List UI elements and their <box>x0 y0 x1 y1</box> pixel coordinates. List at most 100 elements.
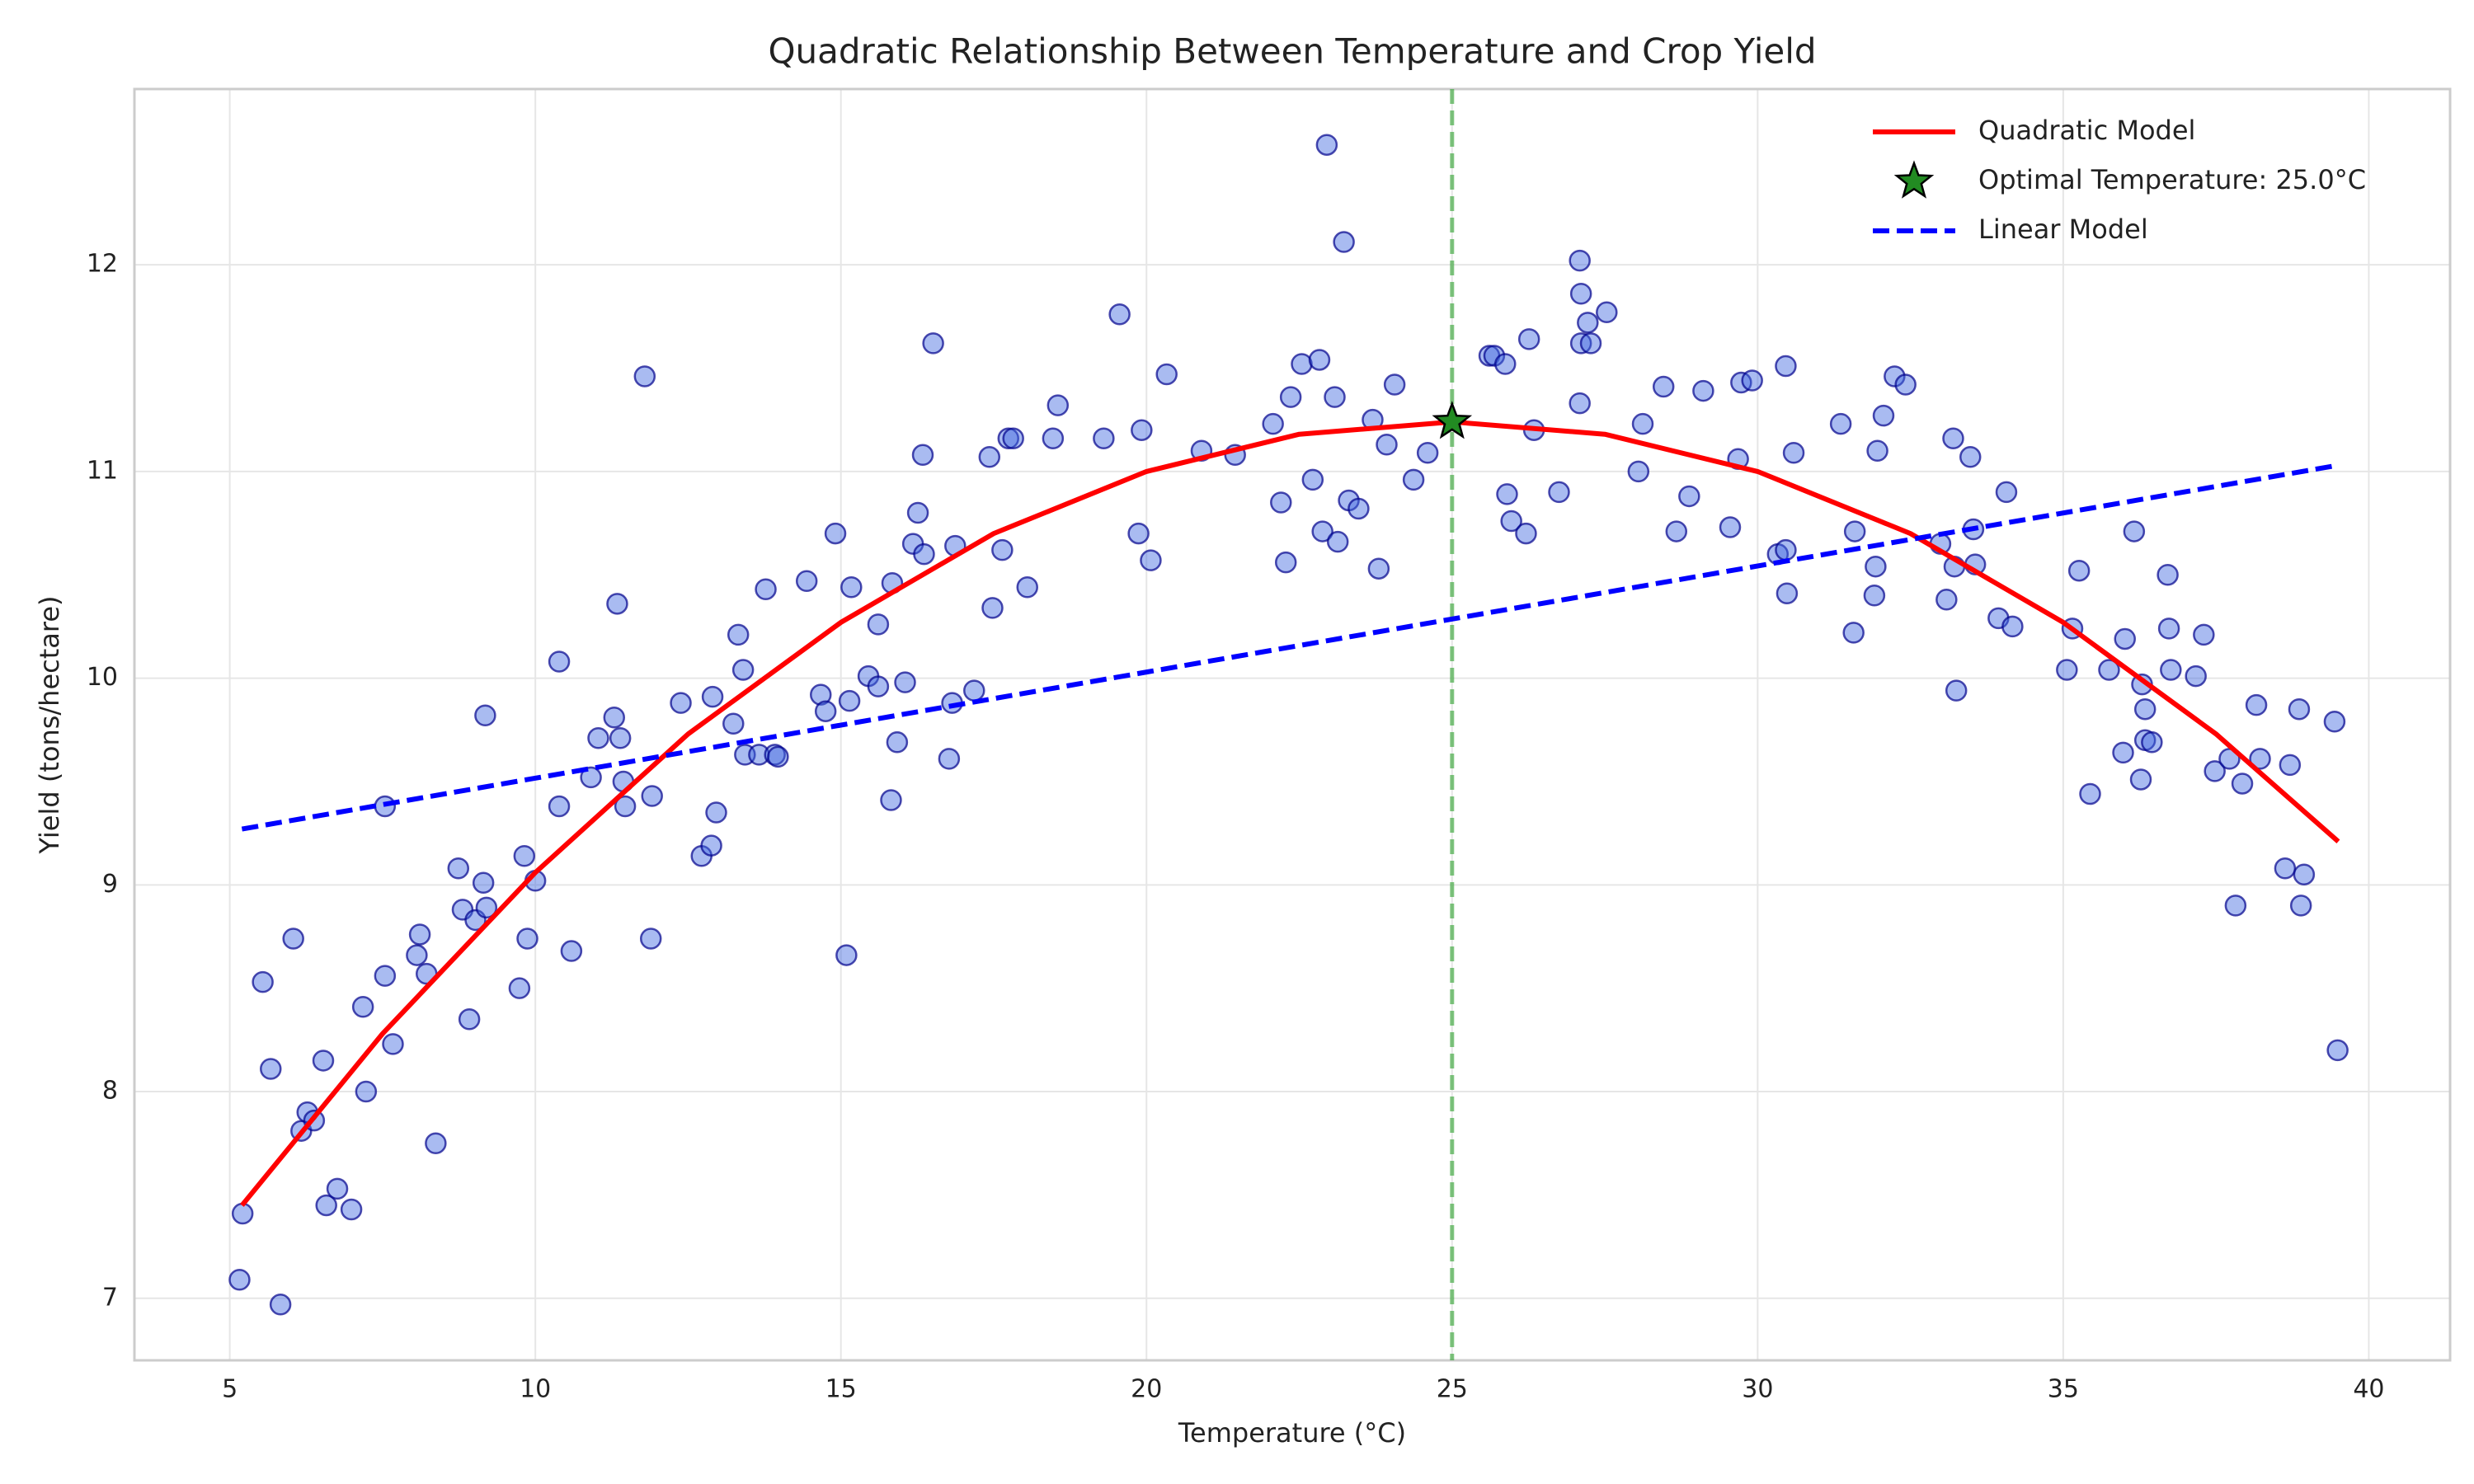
x-tick-label: 10 <box>520 1375 551 1404</box>
legend-swatch <box>1893 160 1935 199</box>
model-line <box>241 463 2339 832</box>
scatter-point <box>997 427 1020 449</box>
scatter-point <box>809 683 832 706</box>
scatter-point <box>1894 373 1917 396</box>
scatter-point <box>2067 559 2091 582</box>
scatter-point <box>516 928 539 950</box>
scatter-point <box>548 795 571 818</box>
scatter-point <box>1959 446 1982 468</box>
scatter-point <box>835 944 858 966</box>
scatter-point <box>913 542 935 566</box>
scatter-point <box>1579 332 1602 355</box>
x-tick-label: 5 <box>222 1375 238 1404</box>
scatter-point <box>633 365 656 387</box>
scatter-point <box>2079 782 2101 805</box>
scatter-point <box>2224 895 2247 917</box>
scatter-point <box>1016 576 1038 599</box>
scatter-point <box>2157 618 2180 640</box>
scatter-point <box>1483 345 1506 367</box>
scatter-point <box>2129 768 2152 791</box>
scatter-point <box>1884 365 1906 387</box>
scatter-point <box>2323 710 2346 733</box>
x-tick-label: 15 <box>825 1375 857 1404</box>
scatter-point <box>1348 497 1370 520</box>
scatter-point <box>355 1080 378 1103</box>
scatter-point <box>1002 427 1024 449</box>
scatter-point <box>2185 665 2207 688</box>
scatter-point <box>548 650 571 673</box>
scatter-point <box>814 700 837 722</box>
scatter-point <box>1315 134 1338 156</box>
scatter-point <box>1308 349 1331 371</box>
scatter-point <box>1416 442 1439 464</box>
scatter-point <box>1782 442 1805 464</box>
scatter-point <box>474 704 496 726</box>
scatter-point <box>340 1198 363 1221</box>
x-tick-label: 25 <box>1437 1375 1468 1404</box>
chart-title: Quadratic Relationship Between Temperatu… <box>768 31 1816 72</box>
scatter-point <box>2114 627 2136 650</box>
scatter-point <box>2141 731 2163 754</box>
scatter-point <box>1843 520 1866 542</box>
scatter-point <box>252 970 274 993</box>
y-axis-label: Yield (tons/hectare) <box>34 595 65 854</box>
y-tick-label: 12 <box>87 250 118 279</box>
scatter-point <box>2293 863 2316 886</box>
x-tick-label: 40 <box>2353 1375 2384 1404</box>
scatter-point <box>425 1132 447 1154</box>
scatter-point <box>260 1058 282 1080</box>
scatter-point <box>1935 589 1958 611</box>
y-tick-label: 11 <box>87 456 118 485</box>
scatter-point <box>1829 412 1852 435</box>
scatter-point <box>1047 394 1070 416</box>
scatter-point <box>1776 582 1799 605</box>
scatter-point <box>609 727 632 749</box>
scatter-point <box>1678 485 1700 508</box>
scatter-point <box>2157 563 2179 586</box>
scatter-point <box>228 1268 251 1291</box>
scatter-point <box>641 785 663 807</box>
scatter-point <box>1631 412 1654 435</box>
scatter-point <box>1376 434 1398 456</box>
y-tick-label: 8 <box>102 1077 118 1106</box>
scatter-point <box>1741 369 1763 392</box>
scatter-point <box>705 801 727 824</box>
scatter-point <box>867 613 890 636</box>
scatter-point <box>911 444 934 467</box>
scatter-point <box>1517 328 1540 350</box>
scatter-point <box>1279 386 1302 408</box>
scatter-point <box>963 679 985 702</box>
scatter-point <box>1775 355 1797 378</box>
scatter-point <box>727 623 750 646</box>
scatter-point <box>1383 373 1406 396</box>
scatter-point <box>2245 693 2268 716</box>
scatter-point <box>731 659 755 681</box>
scatter-point <box>1042 427 1065 449</box>
scatter-point <box>991 538 1014 561</box>
scatter-point <box>2274 857 2297 880</box>
scatter-point <box>458 1008 481 1031</box>
scatter-point <box>475 896 498 919</box>
scatter-point <box>603 706 626 729</box>
scatter-point <box>1494 353 1517 375</box>
scatter-point <box>938 748 961 770</box>
scatter-point <box>1500 510 1522 533</box>
scatter-point <box>1270 491 1292 514</box>
scatter-point <box>886 731 909 754</box>
scatter-point <box>315 1194 337 1217</box>
scatter-point <box>867 675 890 697</box>
scatter-point <box>2249 748 2271 770</box>
y-tick-label: 10 <box>87 663 118 692</box>
scatter-point <box>1775 538 1797 561</box>
scatter-point <box>1942 427 1964 449</box>
scatter-point <box>1548 481 1570 504</box>
scatter-point <box>2279 754 2302 777</box>
scatter-point <box>1577 312 1599 334</box>
scatter-point <box>408 923 431 946</box>
scatter-point <box>2123 520 2146 542</box>
scatter-point <box>606 593 628 615</box>
scatter-point <box>1945 679 1968 702</box>
scatter-point <box>580 766 602 789</box>
scatter-point <box>1274 551 1297 574</box>
